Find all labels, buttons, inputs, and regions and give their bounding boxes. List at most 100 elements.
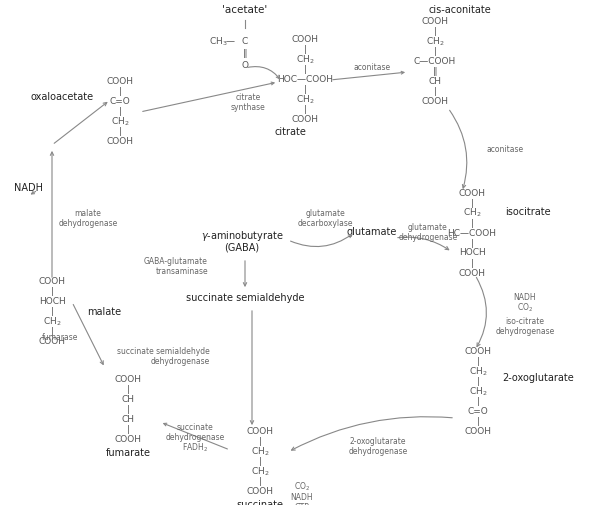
Text: FADH$_2$: FADH$_2$ <box>182 442 208 454</box>
Text: COOH: COOH <box>458 269 485 278</box>
Text: HOC—COOH: HOC—COOH <box>277 76 333 84</box>
Text: |: | <box>476 378 479 386</box>
Text: COOH: COOH <box>107 137 133 146</box>
Text: |: | <box>476 418 479 427</box>
Text: glutamate: glutamate <box>305 210 345 219</box>
Text: CO$_2$: CO$_2$ <box>294 481 310 493</box>
Text: C: C <box>242 37 248 46</box>
Text: glutamate: glutamate <box>347 227 397 237</box>
Text: |: | <box>119 127 121 136</box>
Text: |: | <box>50 287 53 296</box>
Text: succinate: succinate <box>236 500 284 505</box>
Text: malate: malate <box>74 210 101 219</box>
Text: COOH: COOH <box>421 97 448 107</box>
Text: |: | <box>433 47 436 57</box>
Text: CH$_2$: CH$_2$ <box>469 366 487 378</box>
Text: |: | <box>127 426 130 434</box>
Text: COOH: COOH <box>115 376 142 384</box>
Text: |: | <box>470 259 473 268</box>
Text: dehydrogenase: dehydrogenase <box>166 433 224 442</box>
Text: fumarate: fumarate <box>106 448 151 458</box>
Text: |: | <box>127 385 130 394</box>
Text: malate: malate <box>87 307 121 317</box>
Text: GTP: GTP <box>295 502 310 505</box>
Text: C=O: C=O <box>110 97 130 107</box>
Text: |: | <box>433 27 436 36</box>
Text: NADH: NADH <box>514 293 536 302</box>
Text: |: | <box>470 219 473 227</box>
Text: COOH: COOH <box>464 428 491 436</box>
Text: NADH: NADH <box>14 183 43 193</box>
Text: CH$_2$: CH$_2$ <box>426 36 444 48</box>
Text: HOCH: HOCH <box>458 248 485 258</box>
Text: aconitase: aconitase <box>353 64 391 73</box>
Text: isocitrate: isocitrate <box>505 207 551 217</box>
Text: iso-citrate: iso-citrate <box>505 318 545 327</box>
Text: CH$_2$: CH$_2$ <box>43 316 61 328</box>
Text: fumarase: fumarase <box>42 333 78 342</box>
Text: dehydrogenase: dehydrogenase <box>398 233 458 242</box>
Text: COOH: COOH <box>292 35 319 44</box>
Text: HOCH: HOCH <box>38 297 65 307</box>
Text: transaminase: transaminase <box>155 268 208 277</box>
Text: dehydrogenase: dehydrogenase <box>151 358 210 367</box>
Text: glutamate: glutamate <box>408 224 448 232</box>
Text: $\gamma$-aminobutyrate: $\gamma$-aminobutyrate <box>200 229 283 243</box>
Text: GABA-glutamate: GABA-glutamate <box>144 258 208 267</box>
Text: COOH: COOH <box>38 278 65 286</box>
Text: |: | <box>259 478 262 486</box>
Text: |: | <box>259 458 262 467</box>
Text: CH: CH <box>121 395 134 405</box>
Text: |: | <box>476 397 479 407</box>
Text: |: | <box>50 308 53 317</box>
Text: |: | <box>119 87 121 96</box>
Text: dehydrogenase: dehydrogenase <box>349 447 407 457</box>
Text: CH$_2$: CH$_2$ <box>251 466 269 478</box>
Text: C—COOH: C—COOH <box>414 58 456 67</box>
Text: |: | <box>304 45 307 55</box>
Text: |: | <box>304 66 307 75</box>
Text: cis-aconitate: cis-aconitate <box>428 5 491 15</box>
Text: CH$_2$: CH$_2$ <box>296 94 314 106</box>
Text: O: O <box>242 61 248 70</box>
Text: ‖: ‖ <box>433 68 437 76</box>
Text: CH$_2$: CH$_2$ <box>469 386 487 398</box>
Text: 2-oxoglutarate: 2-oxoglutarate <box>350 437 406 446</box>
Text: (GABA): (GABA) <box>224 243 260 253</box>
Text: COOH: COOH <box>107 77 133 86</box>
Text: |: | <box>119 108 121 117</box>
Text: CH$_2$: CH$_2$ <box>463 207 481 219</box>
Text: COOH: COOH <box>464 347 491 357</box>
Text: succinate: succinate <box>176 424 214 432</box>
Text: C=O: C=O <box>467 408 488 417</box>
Text: COOH: COOH <box>38 337 65 346</box>
Text: COOH: COOH <box>421 18 448 26</box>
Text: succinate semialdehyde: succinate semialdehyde <box>117 347 210 357</box>
Text: |: | <box>476 358 479 367</box>
Text: CH$_2$: CH$_2$ <box>251 446 269 458</box>
Text: synthase: synthase <box>230 103 265 112</box>
Text: dehydrogenase: dehydrogenase <box>58 220 118 228</box>
Text: |: | <box>304 85 307 94</box>
Text: 2-oxoglutarate: 2-oxoglutarate <box>502 373 574 383</box>
Text: 'acetate': 'acetate' <box>223 5 268 15</box>
Text: decarboxylase: decarboxylase <box>297 220 353 228</box>
Text: COOH: COOH <box>292 116 319 125</box>
Text: succinate semialdehyde: succinate semialdehyde <box>186 293 304 303</box>
Text: CH$_2$: CH$_2$ <box>111 116 129 128</box>
Text: |: | <box>50 328 53 336</box>
Text: citrate: citrate <box>235 93 260 103</box>
Text: CH: CH <box>428 77 442 86</box>
Text: HC—COOH: HC—COOH <box>448 228 497 237</box>
Text: |: | <box>470 238 473 247</box>
Text: NADH: NADH <box>290 492 313 501</box>
Text: CH$_2$: CH$_2$ <box>296 54 314 66</box>
Text: COOH: COOH <box>247 428 274 436</box>
Text: citrate: citrate <box>274 127 306 137</box>
Text: COOH: COOH <box>115 435 142 444</box>
Text: CH: CH <box>121 416 134 425</box>
Text: |: | <box>304 106 307 115</box>
Text: CH$_3$: CH$_3$ <box>209 36 227 48</box>
Text: ‖: ‖ <box>243 49 247 59</box>
Text: oxaloacetate: oxaloacetate <box>31 92 94 102</box>
